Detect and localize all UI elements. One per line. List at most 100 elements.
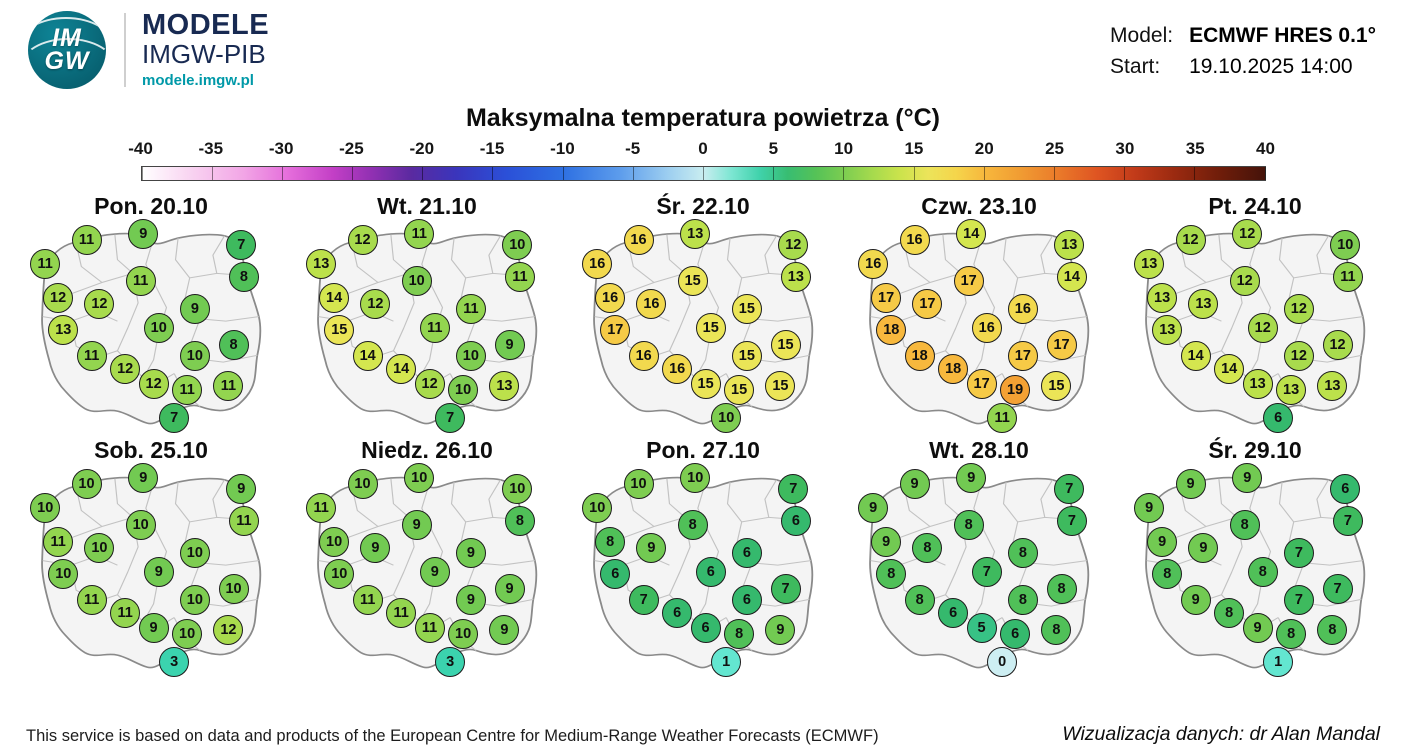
temp-value-point: 9 — [179, 293, 210, 324]
temp-value-point: 13 — [1147, 283, 1178, 314]
day-label: Czw. 23.10 — [921, 193, 1037, 219]
temp-value-point: 9 — [765, 614, 796, 645]
temp-value-point: 14 — [386, 353, 417, 384]
poland-map: 16 13 12 16 15 13 16 16 15 17 15 16 16 15 15 15 15 15 10 — [574, 218, 832, 435]
temp-value-point: 8 — [912, 533, 943, 564]
temp-value-point: 11 — [352, 584, 383, 615]
temp-value-point: 11 — [213, 370, 244, 401]
temp-value-point: 8 — [1007, 584, 1038, 615]
temp-value-point: 18 — [938, 353, 969, 384]
temp-value-point: 18 — [876, 315, 907, 346]
temperature-points-layer: 12 11 10 13 10 11 14 12 11 15 11 14 14 10 9 12 10 13 7 — [298, 218, 556, 435]
temp-value-point: 12 — [1175, 225, 1206, 256]
colorbar-tick-labels: -40 -35 -30 -25 -20 -15 -10 -5 0 5 10 15 20 25 30 35 40 — [128, 139, 1275, 163]
temp-value-point: 6 — [731, 537, 762, 568]
temp-value-point: 10 — [218, 574, 249, 605]
temp-value-point: 13 — [306, 248, 337, 279]
temp-value-point: 15 — [731, 293, 762, 324]
temp-value-point: 10 — [125, 509, 156, 540]
temp-value-point: 11 — [125, 265, 156, 296]
temp-value-point: 7 — [1322, 574, 1353, 605]
temp-value-point: 10 — [172, 619, 203, 650]
temp-value-point: 10 — [324, 559, 355, 590]
temp-value-point: 8 — [228, 261, 259, 292]
temp-value-point: 7 — [1283, 537, 1314, 568]
temperature-points-layer: 10 10 10 11 9 8 10 9 9 10 9 11 11 9 9 11 10 9 3 — [298, 462, 556, 679]
temp-value-point: 8 — [953, 509, 984, 540]
temp-value-point: 11 — [228, 505, 259, 536]
temp-value-point: 11 — [76, 340, 107, 371]
day-label: Śr. 29.10 — [1208, 437, 1302, 463]
temp-value-point: 17 — [1007, 340, 1038, 371]
temp-value-point: 17 — [953, 265, 984, 296]
temp-value-point: 9 — [226, 473, 257, 504]
temp-value-point: 12 — [43, 283, 74, 314]
temperature-points-layer: 11 9 7 11 11 8 12 12 9 13 10 11 12 10 8 12 11 11 7 — [22, 218, 280, 435]
start-value: 19.10.2025 14:00 — [1189, 55, 1353, 78]
temp-value-point: 11 — [43, 527, 74, 558]
temperature-points-layer: 10 10 7 10 8 6 8 9 6 6 6 7 6 6 7 6 8 9 1 — [574, 462, 832, 679]
temp-value-point: 16 — [858, 248, 889, 279]
temp-value-point: 10 — [143, 313, 174, 343]
temp-value-point: 7 — [1056, 505, 1087, 536]
temp-value-point: 8 — [595, 527, 626, 558]
start-label: Start: — [1110, 55, 1161, 78]
temp-value-point: 17 — [871, 283, 902, 314]
brand-block: MODELE IMGW-PIB modele.imgw.pl — [142, 10, 269, 89]
colorbar-tick-mark — [773, 167, 775, 180]
temp-value-point: 13 — [1276, 375, 1307, 406]
temp-value-point: 11 — [504, 261, 535, 292]
colorbar-tick-mark — [632, 167, 634, 180]
temp-value-point: 10 — [179, 584, 210, 615]
temp-value-point: 10 — [455, 340, 486, 371]
temp-value-point: 7 — [226, 229, 257, 260]
temp-value-point: 16 — [636, 289, 667, 320]
temp-value-point: 9 — [871, 527, 902, 558]
temp-value-point: 11 — [172, 375, 203, 406]
temp-value-point: 15 — [765, 370, 796, 401]
temp-value-point: 13 — [1188, 289, 1219, 320]
model-label: Model: — [1110, 24, 1174, 47]
temp-value-point: 17 — [912, 289, 943, 320]
temp-value-point: 9 — [494, 574, 525, 605]
temp-value-point: 8 — [1247, 557, 1278, 587]
temp-value-point: 14 — [1180, 340, 1211, 371]
temp-value-point: 16 — [595, 283, 626, 314]
logo-block: IM GW MODELE IMGW-PIB modele.imgw.pl — [28, 10, 269, 89]
temp-value-point: 7 — [435, 402, 466, 433]
temp-value-point: 14 — [1214, 353, 1245, 384]
colorbar-tick-mark — [843, 167, 845, 180]
temp-value-point: 6 — [780, 505, 811, 536]
colorbar-tick-label: -25 — [339, 139, 364, 158]
temp-value-point: 6 — [690, 612, 721, 643]
colorbar-tick-label: 40 — [1256, 139, 1275, 158]
day-label: Wt. 21.10 — [377, 193, 477, 219]
brand-title: MODELE — [142, 9, 270, 41]
temp-value-point: 3 — [435, 646, 466, 677]
temp-value-point: 13 — [680, 218, 711, 249]
temp-value-point: 14 — [956, 218, 987, 249]
temp-value-point: 12 — [1322, 330, 1353, 361]
temp-value-point: 10 — [179, 537, 210, 568]
temp-value-point: 7 — [1054, 473, 1085, 504]
temp-value-point: 16 — [971, 313, 1002, 343]
temp-value-point: 10 — [71, 469, 102, 500]
day-label: Niedz. 26.10 — [361, 437, 493, 463]
temp-value-point: 8 — [1317, 614, 1348, 645]
colorbar-tick-label: -30 — [268, 139, 294, 158]
forecast-day-cell: Śr. 22.10 16 13 12 16 15 13 16 16 15 17 15 16 16 15 15… — [567, 191, 839, 435]
header: IM GW MODELE IMGW-PIB modele.imgw.pl Mod… — [0, 0, 1406, 96]
colorbar-tick-mark — [141, 167, 143, 180]
brand-url-link[interactable]: modele.imgw.pl — [142, 72, 254, 90]
temp-value-point: 6 — [731, 584, 762, 615]
temp-value-point: 7 — [770, 574, 801, 605]
temp-value-point: 9 — [455, 584, 486, 615]
colorbar-tick-mark — [1194, 167, 1196, 180]
temp-value-point: 13 — [1317, 370, 1348, 401]
temp-value-point: 9 — [1232, 462, 1263, 493]
temp-value-point: 12 — [778, 229, 809, 260]
